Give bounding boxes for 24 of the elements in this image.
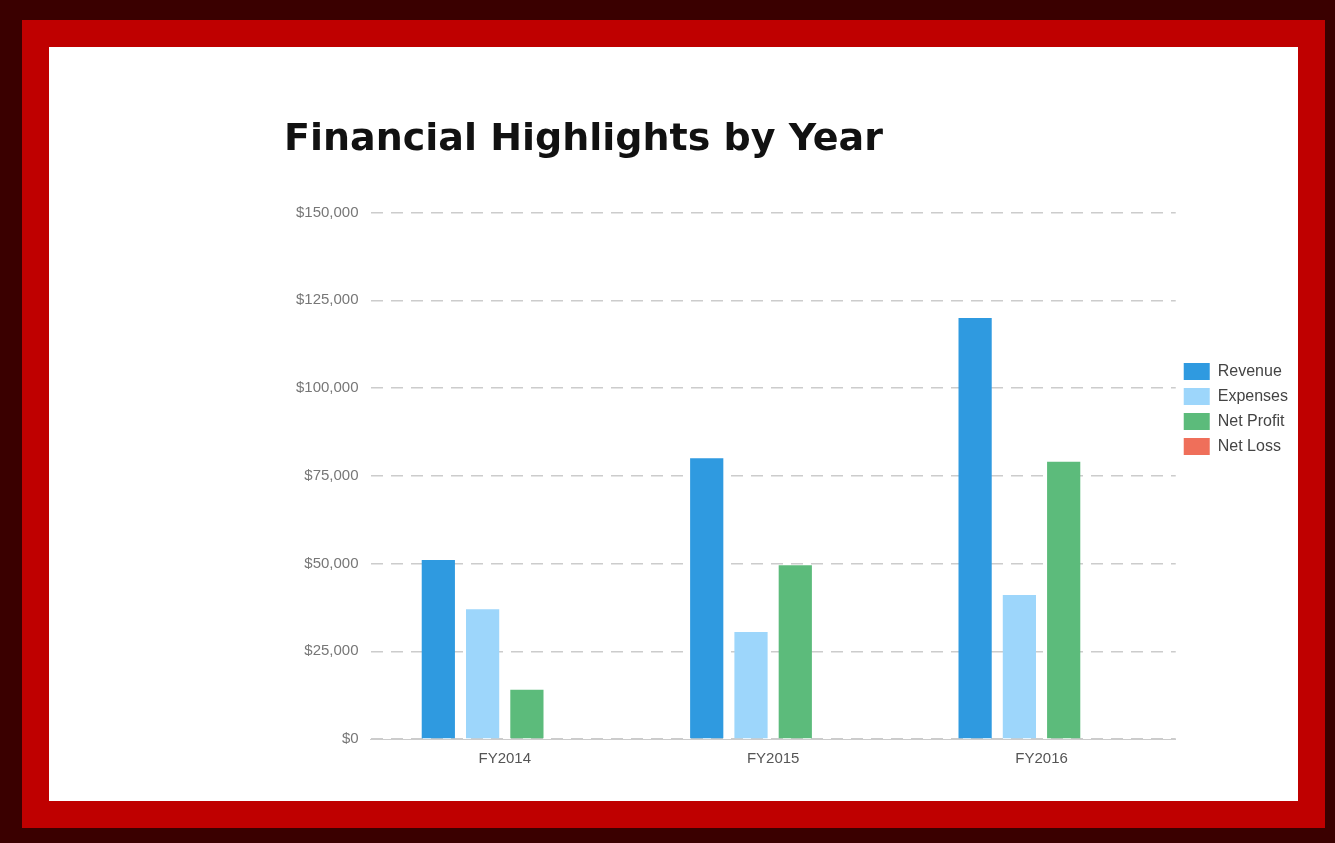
bar <box>466 609 500 739</box>
x-tick-label: FY2015 <box>746 749 800 767</box>
y-tick-label: $25,000 <box>304 641 359 659</box>
bar <box>1047 461 1081 739</box>
x-tick-label: FY2014 <box>478 749 532 767</box>
y-tick-label: $100,000 <box>295 378 359 396</box>
chart-title: Financial Highlights by Year <box>284 114 884 159</box>
y-tick-label: $125,000 <box>295 290 359 308</box>
bar <box>734 631 768 739</box>
legend-label: Net Loss <box>1217 436 1281 454</box>
bar <box>958 317 992 739</box>
legend-label: Revenue <box>1217 361 1282 379</box>
bar <box>778 565 812 739</box>
legend-label: Net Profit <box>1217 411 1285 429</box>
bar <box>1002 595 1036 739</box>
bar <box>510 689 544 739</box>
y-tick-label: $50,000 <box>304 553 359 571</box>
legend-label: Expenses <box>1217 386 1288 404</box>
y-tick-label: $75,000 <box>304 465 359 483</box>
bar <box>690 458 724 739</box>
y-tick-label: $150,000 <box>295 202 359 220</box>
x-tick-label: FY2016 <box>1015 749 1068 767</box>
bar <box>421 560 455 739</box>
y-tick-label: $0 <box>341 729 359 747</box>
